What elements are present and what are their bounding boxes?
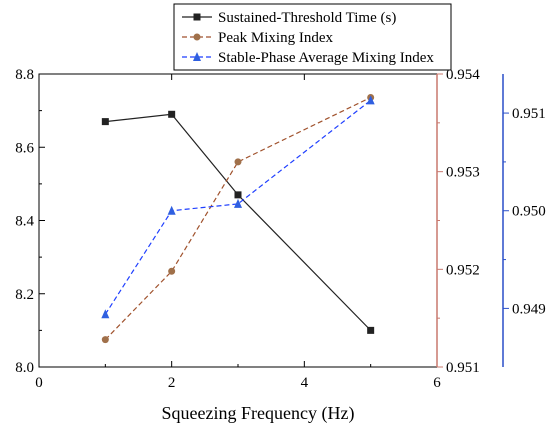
y1-tick-label: 8.2: [15, 287, 34, 303]
legend-label: Stable-Phase Average Mixing Index: [218, 50, 434, 66]
legend-marker: [193, 33, 201, 41]
data-point: [234, 198, 242, 208]
legend-item: Sustained-Threshold Time (s): [182, 10, 396, 26]
data-point: [168, 110, 176, 118]
data-point: [234, 191, 242, 199]
legend-label: Peak Mixing Index: [218, 30, 333, 46]
data-point: [168, 267, 176, 275]
legend-box: [173, 3, 452, 71]
legend-item: Stable-Phase Average Mixing Index: [182, 50, 434, 66]
y3-tick-label: 0.950: [512, 204, 546, 220]
y2-tick-label: 0.953: [446, 165, 480, 181]
x-tick-label: 0: [35, 375, 43, 391]
y2-tick-label: 0.951: [446, 360, 480, 376]
data-point: [167, 205, 176, 215]
y3-tick-label: 0.951: [512, 106, 546, 122]
plot-frame: [38, 73, 438, 368]
data-point: [101, 309, 110, 319]
legend-label: Sustained-Threshold Time (s): [218, 10, 396, 26]
data-point: [234, 158, 242, 166]
data-point: [367, 326, 375, 334]
data-point: [101, 118, 109, 126]
legend-marker: [193, 13, 201, 21]
plot-area: [38, 73, 438, 368]
series-line: [105, 113, 372, 331]
series-3: [101, 95, 375, 319]
x-tick-label: 6: [433, 375, 441, 391]
legend: Sustained-Threshold Time (s) Peak Mixing …: [173, 3, 452, 71]
x-tick-label: 2: [168, 375, 176, 391]
y1-tick-label: 8.0: [15, 360, 34, 376]
y1-tick-label: 8.4: [15, 214, 34, 230]
data-point: [366, 95, 375, 105]
series-line: [104, 99, 372, 315]
series-2: [101, 93, 375, 344]
series-1: [101, 110, 375, 334]
y2-tick-label: 0.952: [446, 262, 480, 278]
y3-tick-label: 0.949: [512, 301, 546, 317]
y1-tick-label: 8.8: [15, 67, 34, 83]
series-layer: [101, 93, 375, 344]
data-point: [101, 336, 109, 344]
legend-marker: [193, 52, 201, 61]
y2-tick-label: 0.954: [446, 67, 480, 83]
y1-tick-label: 8.6: [15, 140, 34, 156]
x-axis-title: Squeezing Frequency (Hz): [162, 403, 355, 424]
series-line: [104, 96, 371, 341]
x-tick-label: 4: [301, 375, 309, 391]
legend-item: Peak Mixing Index: [182, 30, 333, 46]
axes: 0 2 4 6 Squeezing Frequency (Hz) 8.0 8.2 8.4 8.6…: [15, 67, 546, 424]
